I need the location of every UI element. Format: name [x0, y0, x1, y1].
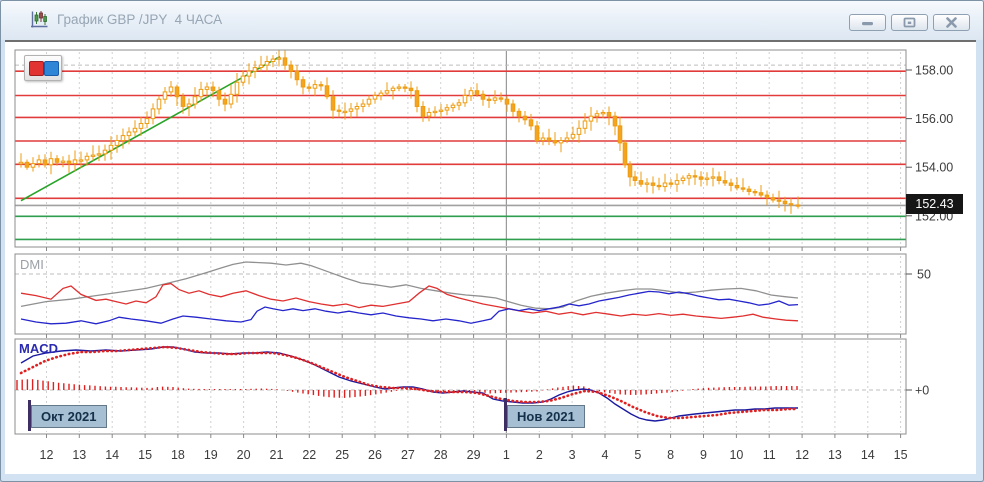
close-button[interactable] [933, 14, 970, 31]
indicator-legend [24, 55, 62, 81]
macd-pane-label: MACD [19, 341, 58, 356]
red-indicator-button[interactable] [29, 61, 44, 76]
window-title: График GBP /JPY 4 ЧАСА [57, 12, 223, 27]
minimize-icon [861, 22, 873, 26]
restore-button[interactable] [891, 14, 928, 31]
chart-client-area[interactable] [5, 40, 976, 474]
close-icon [946, 17, 957, 28]
restore-icon [903, 17, 916, 28]
month-label-nov: Нов 2021 [507, 405, 585, 428]
month-label-oct: Окт 2021 [31, 405, 107, 428]
blue-indicator-button[interactable] [44, 61, 59, 76]
candlestick-chart-icon [31, 11, 48, 28]
current-price-badge: 152.43 [906, 194, 963, 214]
dmi-pane-label: DMI [20, 257, 44, 272]
minimize-button[interactable] [849, 14, 886, 31]
titlebar[interactable]: График GBP /JPY 4 ЧАСА [1, 1, 983, 40]
